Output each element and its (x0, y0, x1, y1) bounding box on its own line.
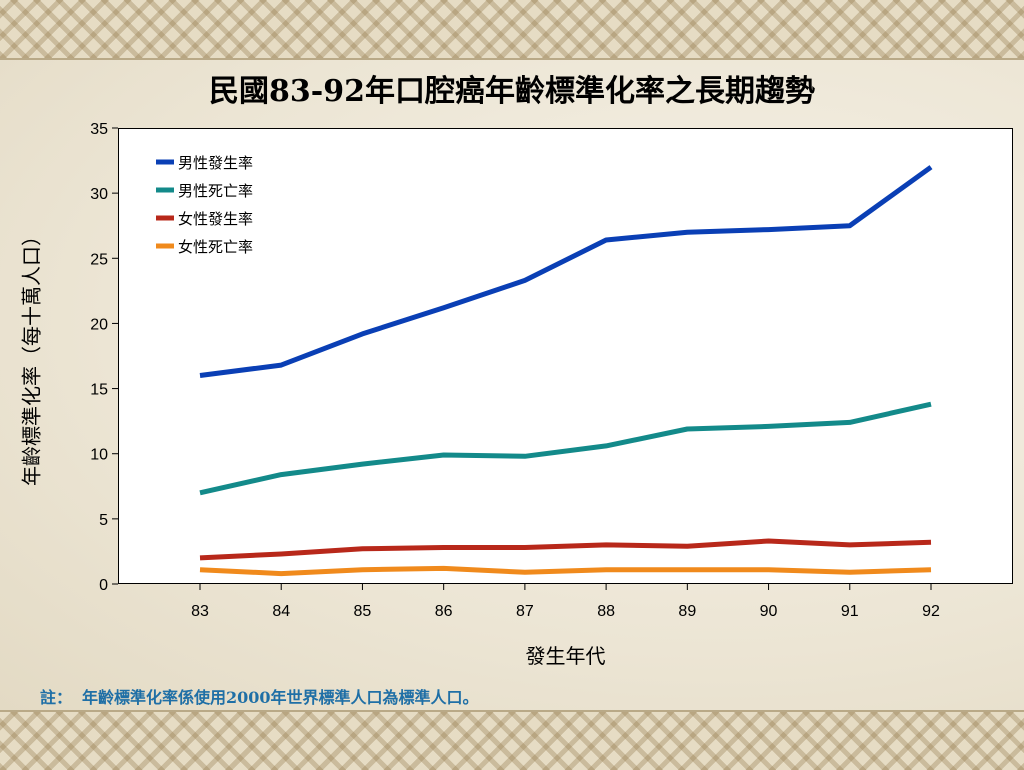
x-tick-label-83: 83 (191, 603, 209, 620)
x-tick-label-88: 88 (597, 603, 615, 620)
footnote-text: 年齡標準化率係使用2000年世界標準人口為標準人口。 (82, 688, 479, 707)
x-tick-label-86: 86 (435, 603, 453, 620)
footnote-label: 註： (40, 688, 73, 707)
chart-title: 民國83-92年口腔癌年齡標準化率之長期趨勢 (209, 74, 815, 109)
x-tick-label-90: 90 (760, 603, 778, 620)
x-tick-label-85: 85 (354, 603, 372, 620)
series-line-1 (199, 165, 933, 378)
x-tick-label-84: 84 (272, 603, 290, 620)
top-decorative-band (0, 0, 1024, 60)
y-tick-label-10: 10 (90, 447, 108, 464)
plot-area (118, 128, 1013, 584)
y-tick-label-25: 25 (90, 251, 108, 268)
series-line-3 (199, 538, 932, 561)
y-tick-label-35: 35 (90, 121, 108, 138)
y-tick-label-15: 15 (90, 382, 108, 399)
y-tick-label-20: 20 (90, 316, 108, 333)
x-tick-label-87: 87 (516, 603, 534, 620)
series-line-4 (199, 565, 932, 577)
bottom-decorative-band (0, 710, 1024, 770)
series-line-2 (199, 401, 932, 496)
y-tick-label-30: 30 (90, 186, 108, 203)
footnote: 註： 年齡標準化率係使用2000年世界標準人口為標準人口。 (40, 684, 489, 708)
legend-label-1: 男性發生率 (178, 154, 253, 172)
x-tick-label-89: 89 (678, 603, 696, 620)
y-tick-label-0: 0 (99, 577, 108, 594)
legend-label-3: 女性發生率 (178, 210, 253, 228)
y-tick-label-5: 5 (99, 512, 108, 529)
y-axis-label: 年齡標準化率（每十萬人口） (19, 226, 44, 486)
x-tick-label-91: 91 (841, 603, 859, 620)
legend-label-2: 男性死亡率 (178, 182, 253, 200)
x-tick-label-92: 92 (922, 603, 940, 620)
legend-label-4: 女性死亡率 (178, 238, 253, 256)
x-axis-label: 發生年代 (525, 644, 606, 668)
